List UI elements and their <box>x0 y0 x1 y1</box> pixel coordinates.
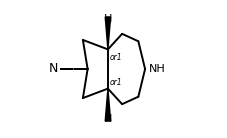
Polygon shape <box>105 89 110 121</box>
Text: NH: NH <box>148 64 165 74</box>
Text: or1: or1 <box>109 78 122 87</box>
Text: H: H <box>103 14 112 24</box>
Text: or1: or1 <box>109 53 122 62</box>
Text: N: N <box>48 63 58 75</box>
Polygon shape <box>105 17 110 49</box>
Text: H: H <box>103 114 112 124</box>
